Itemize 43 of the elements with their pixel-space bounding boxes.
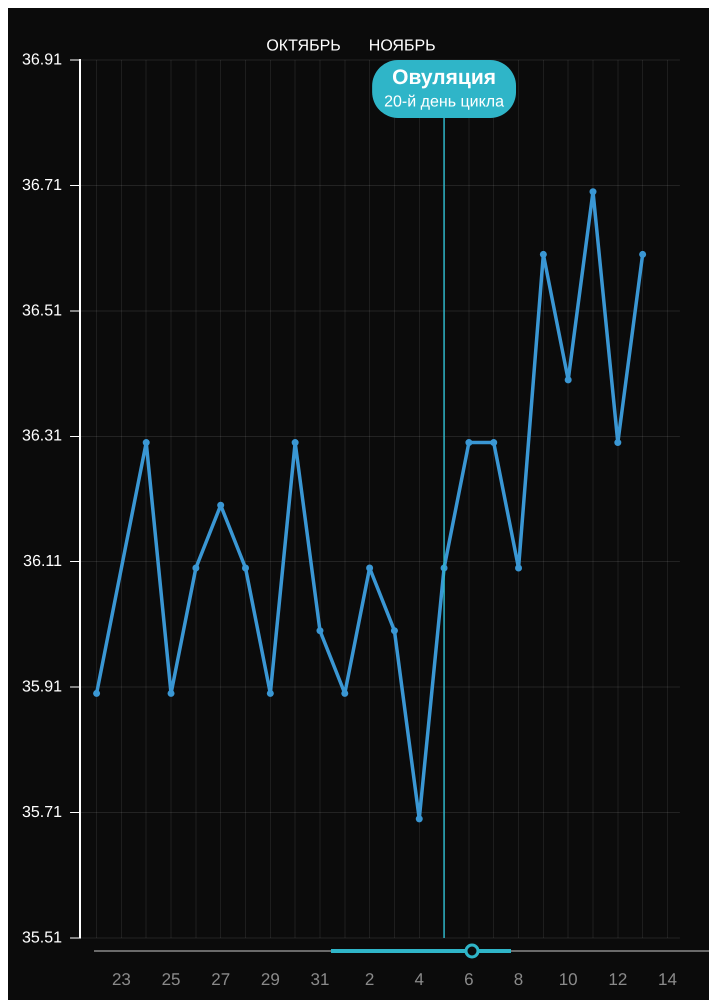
x-tick-label: 29 bbox=[260, 970, 280, 989]
y-tick-label: 36.71 bbox=[22, 176, 62, 194]
text: НОЯБРЬ bbox=[368, 37, 436, 54]
point bbox=[416, 815, 423, 822]
point bbox=[465, 439, 472, 446]
point bbox=[564, 376, 572, 384]
point bbox=[614, 439, 622, 446]
point bbox=[490, 439, 498, 446]
x-tick-label: 12 bbox=[608, 970, 628, 989]
x-tick-label: 4 bbox=[414, 970, 424, 989]
x-tick-label: 10 bbox=[558, 970, 578, 989]
x-tick-label: 27 bbox=[211, 970, 230, 989]
x-tick-label: 2 bbox=[364, 970, 374, 989]
x-tick-label: 23 bbox=[112, 970, 131, 989]
x-tick-label: 8 bbox=[514, 970, 524, 989]
point bbox=[540, 250, 547, 258]
x-tick-label: 6 bbox=[464, 970, 474, 989]
point bbox=[515, 564, 522, 572]
point bbox=[390, 627, 398, 634]
y-tick-label: 35.91 bbox=[22, 678, 62, 696]
point bbox=[242, 564, 250, 572]
point bbox=[316, 627, 324, 634]
x-tick-label: 25 bbox=[162, 970, 181, 989]
point bbox=[590, 188, 596, 196]
text: ОКТЯБРЬ bbox=[266, 37, 341, 54]
y-tick-label: 36.91 bbox=[22, 51, 62, 68]
point bbox=[266, 690, 274, 697]
point bbox=[341, 690, 348, 697]
point bbox=[93, 690, 100, 697]
point bbox=[192, 564, 200, 572]
ref-line-label: Овуляция 20-й день цикла bbox=[384, 66, 504, 110]
point bbox=[168, 690, 175, 697]
y-tick-label: 35.71 bbox=[22, 804, 62, 821]
y-tick-label: 36.31 bbox=[22, 428, 62, 445]
y-tick-label: 36.51 bbox=[22, 302, 62, 320]
x-tick-label: 31 bbox=[310, 970, 330, 989]
x-tick-label: 14 bbox=[658, 970, 677, 989]
y-tick-label: 36.11 bbox=[23, 553, 62, 570]
point bbox=[639, 250, 646, 258]
point bbox=[366, 564, 374, 572]
point bbox=[292, 439, 299, 446]
point bbox=[142, 439, 150, 446]
y-tick-label: 35.51 bbox=[22, 929, 62, 946]
